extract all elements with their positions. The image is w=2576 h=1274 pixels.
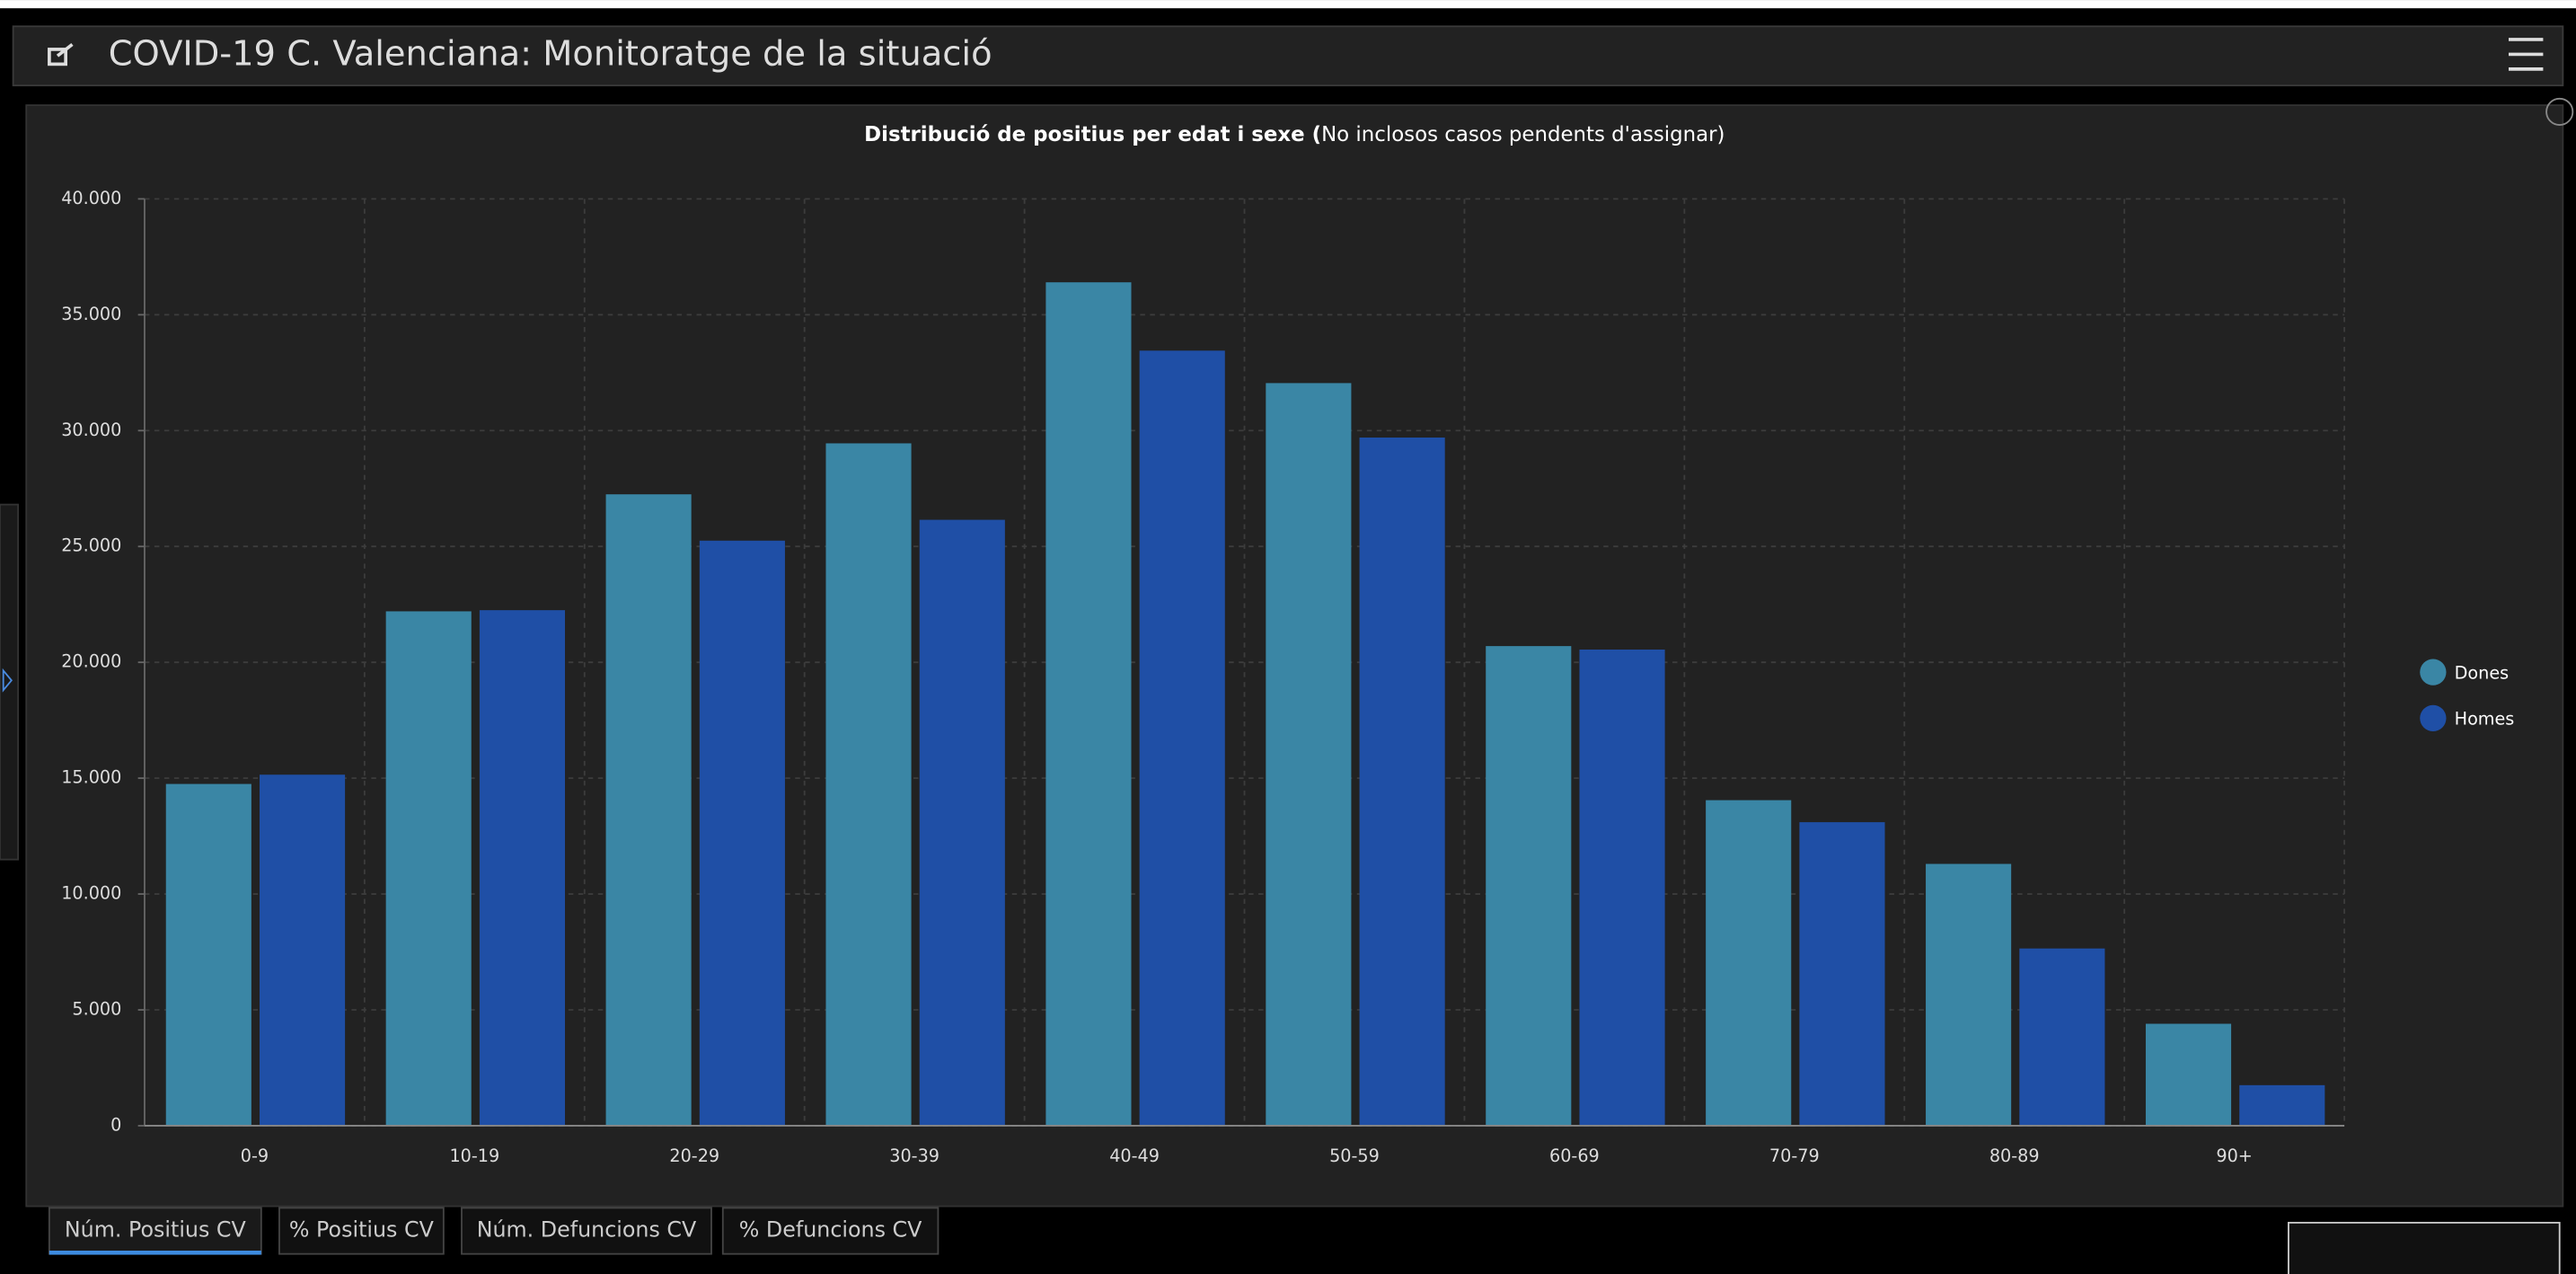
bar xyxy=(1799,822,1885,1126)
x-tick-label: 90+ xyxy=(2216,1146,2252,1166)
y-tick-label: 40.000 xyxy=(61,188,121,208)
legend-label: Homes xyxy=(2455,709,2515,730)
side-handle[interactable] xyxy=(0,503,20,861)
bar xyxy=(1139,350,1225,1126)
tab[interactable] xyxy=(48,1207,262,1255)
bar xyxy=(1266,383,1352,1126)
app-icon xyxy=(48,42,74,66)
bar xyxy=(2019,948,2105,1126)
chart-title-bold: Distribució de positius per edat i sexe … xyxy=(864,123,1321,146)
tab[interactable] xyxy=(278,1207,445,1255)
y-tick-label: 25.000 xyxy=(61,535,121,556)
bar xyxy=(1045,282,1132,1126)
bar xyxy=(479,610,566,1126)
x-tick-label: 30-39 xyxy=(889,1146,940,1166)
y-tick-label: 10.000 xyxy=(61,883,121,904)
bar xyxy=(1486,646,1572,1126)
bar xyxy=(919,519,1005,1126)
header-title: COVID-19 C. Valenciana: Monitoratge de l… xyxy=(109,34,992,75)
tab[interactable] xyxy=(721,1207,940,1255)
collapse-button[interactable] xyxy=(2545,97,2574,126)
bar xyxy=(699,540,785,1126)
bar xyxy=(1926,863,2012,1126)
y-tick-label: 35.000 xyxy=(61,304,121,324)
top-strip xyxy=(0,0,2576,9)
x-tick-label: 80-89 xyxy=(1989,1146,2040,1166)
chart-title: Distribució de positius per edat i sexe … xyxy=(864,123,1725,146)
tab-label: Núm. Defuncions CV xyxy=(477,1217,697,1243)
x-tick-label: 60-69 xyxy=(1549,1146,1600,1166)
legend-swatch xyxy=(2420,704,2447,731)
y-tick-label: 5.000 xyxy=(72,999,121,1020)
bar xyxy=(2239,1084,2325,1126)
bar xyxy=(385,611,472,1126)
bar xyxy=(2145,1023,2232,1126)
header-bar xyxy=(12,25,2564,87)
bar xyxy=(1359,438,1445,1126)
x-tick-label: 0-9 xyxy=(241,1146,269,1166)
x-tick-label: 20-29 xyxy=(669,1146,719,1166)
y-tick-label: 15.000 xyxy=(61,767,121,788)
x-tick-label: 50-59 xyxy=(1329,1146,1380,1166)
map-thumbnail[interactable] xyxy=(2287,1221,2561,1274)
menu-button[interactable] xyxy=(2509,38,2544,71)
tab-label: % Defuncions CV xyxy=(739,1217,922,1243)
y-tick-label: 0 xyxy=(110,1114,121,1135)
x-tick-label: 10-19 xyxy=(449,1146,499,1166)
bar xyxy=(1706,800,1792,1126)
chart-subtitle: No inclosos casos pendents d'assignar) xyxy=(1321,123,1725,146)
bar xyxy=(259,774,346,1126)
bar xyxy=(605,494,692,1126)
tab-active-underline xyxy=(49,1250,261,1255)
side-arrow xyxy=(2,668,13,693)
tab[interactable] xyxy=(461,1207,712,1255)
bar xyxy=(165,783,251,1126)
tab-label: % Positius CV xyxy=(289,1217,435,1243)
x-tick-label: 40-49 xyxy=(1109,1146,1160,1166)
bar xyxy=(825,443,912,1126)
y-tick-label: 20.000 xyxy=(61,651,121,672)
tab-label: Núm. Positius CV xyxy=(65,1217,247,1243)
y-tick-label: 30.000 xyxy=(61,420,121,440)
legend-swatch xyxy=(2420,659,2447,686)
legend-label: Dones xyxy=(2455,662,2509,683)
x-tick-label: 70-79 xyxy=(1769,1146,1820,1166)
bar xyxy=(1579,649,1665,1126)
